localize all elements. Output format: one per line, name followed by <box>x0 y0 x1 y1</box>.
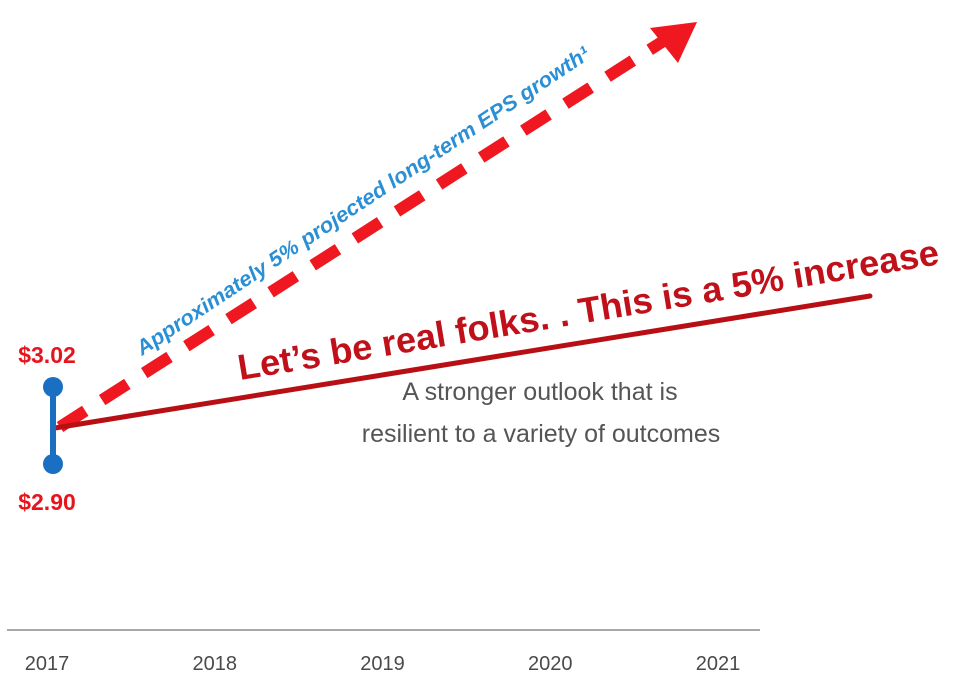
value-label-low: $2.90 <box>18 489 76 515</box>
subtitle-line-2: resilient to a variety of outcomes <box>362 420 721 448</box>
projection-arrow-layer <box>56 22 697 433</box>
projection-arrow-line <box>56 34 669 433</box>
overlay-line <box>52 293 873 431</box>
x-tick-label: 2021 <box>696 653 741 675</box>
x-tick-label: 2018 <box>193 653 238 675</box>
x-tick-label: 2020 <box>528 653 573 675</box>
x-axis: 2017 2018 2019 2020 2021 <box>7 629 760 675</box>
projection-arrow-head <box>650 22 697 63</box>
range-point-low <box>43 454 63 474</box>
marks-layer <box>43 293 873 474</box>
value-label-high: $3.02 <box>18 342 76 368</box>
range-point-high <box>43 377 63 397</box>
x-tick-label: 2017 <box>25 653 70 675</box>
subtitle-line-1: A stronger outlook that is <box>402 378 677 406</box>
overlay-text: Let’s be real folks. . This is a 5% incr… <box>235 231 942 387</box>
x-tick-label: 2019 <box>360 653 405 675</box>
